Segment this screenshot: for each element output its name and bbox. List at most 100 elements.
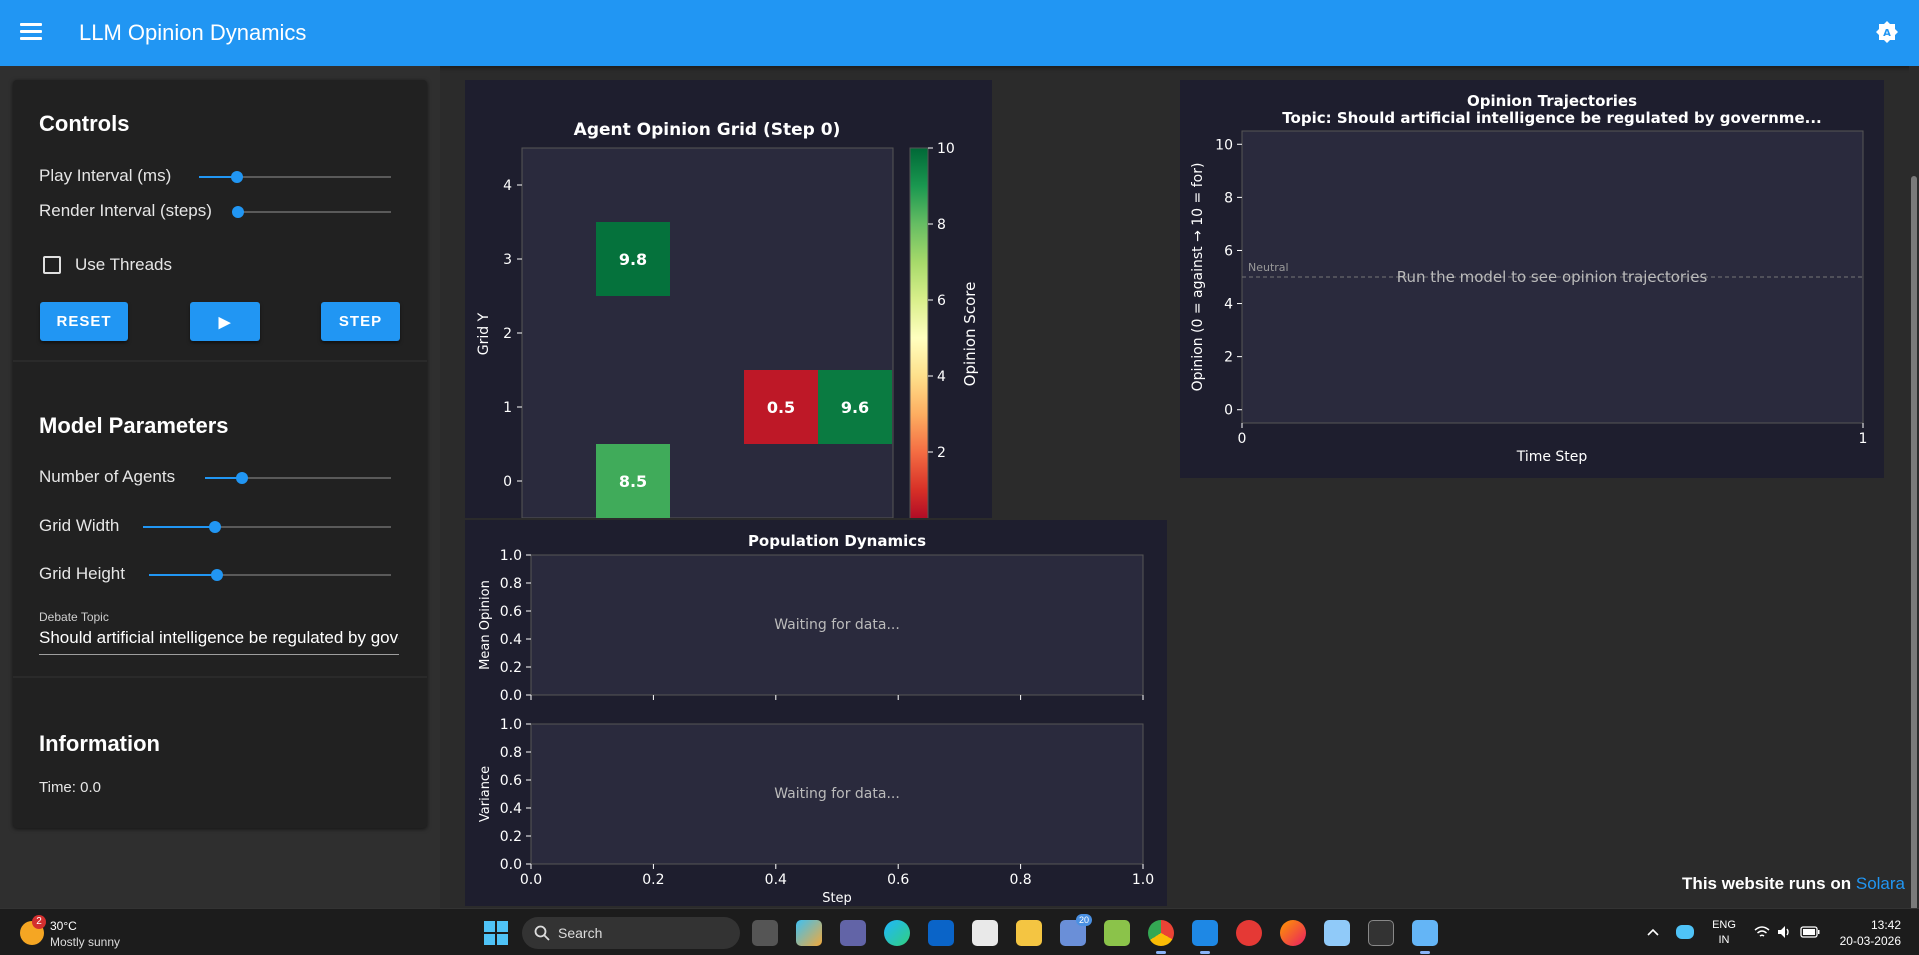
slider-thumb[interactable]	[208, 521, 221, 533]
render-interval-slider[interactable]	[232, 204, 391, 220]
file-explorer-icon[interactable]	[1016, 920, 1042, 946]
wifi-icon[interactable]	[1754, 925, 1770, 939]
hamburger-menu-icon[interactable]	[20, 23, 42, 41]
x-tick-label: 0.6	[887, 872, 909, 888]
x-tick-label: 0.4	[765, 872, 787, 888]
slider-thumb[interactable]	[236, 472, 249, 484]
step-button[interactable]: STEP	[321, 302, 400, 341]
y-tick-label: 2	[503, 326, 512, 342]
vscode-icon[interactable]	[1192, 920, 1218, 954]
language-indicator-top[interactable]: ENG	[1712, 919, 1736, 931]
sidebar: Controls Play Interval (ms) Render Inter…	[13, 80, 427, 828]
weather-condition[interactable]: Mostly sunny	[50, 935, 121, 949]
chevron-up-icon[interactable]	[1646, 927, 1660, 937]
y-tick-label: 4	[503, 178, 512, 194]
git-icon[interactable]	[1104, 920, 1130, 946]
grid-height-slider[interactable]	[149, 567, 391, 583]
number-of-agents-label: Number of Agents	[39, 467, 176, 486]
debate-topic-input[interactable]: Should artificial intelligence be regula…	[39, 628, 399, 655]
trajectories-empty-message: Run the model to see opinion trajectorie…	[1397, 268, 1708, 286]
neutral-label: Neutral	[1248, 261, 1289, 274]
notepad-icon[interactable]	[1412, 920, 1438, 954]
play-button[interactable]: ▶	[190, 302, 260, 341]
x-tick-label: 0.2	[642, 872, 664, 888]
y-tick-label: 0.0	[500, 688, 522, 704]
trajectories-panel: Opinion Trajectories Topic: Should artif…	[1180, 80, 1884, 478]
page-scrollbar[interactable]	[1909, 66, 1919, 916]
heatmap-cell	[596, 444, 670, 518]
colorbar-tick-label: 6	[937, 293, 946, 309]
population-title: Population Dynamics	[748, 532, 926, 550]
chrome-icon[interactable]	[1148, 920, 1174, 954]
heatmap-cell	[596, 222, 670, 296]
copilot-icon[interactable]	[796, 920, 822, 946]
firefox-icon[interactable]	[1280, 920, 1306, 946]
taskbar-search[interactable]: Search	[522, 917, 740, 949]
play-interval-slider[interactable]	[199, 169, 391, 185]
app-bar: LLM Opinion Dynamics A	[0, 0, 1919, 66]
solara-footer: This website runs on Solara	[1682, 874, 1905, 894]
y-tick-label: 8	[1224, 190, 1233, 206]
heatmap-cell	[818, 370, 892, 444]
opinion-colorbar	[909, 147, 929, 529]
task-view-icon[interactable]	[752, 920, 778, 946]
slider-thumb[interactable]	[231, 171, 244, 183]
y-tick-label: 0	[1224, 403, 1233, 419]
taskbar-clock[interactable]: 13:42 20-03-2026	[1840, 917, 1901, 949]
information-title: Information	[39, 731, 160, 756]
solara-link[interactable]: Solara	[1855, 874, 1905, 893]
variance-y-axis-label: Variance	[478, 766, 493, 822]
y-tick-label: 2	[1224, 350, 1233, 366]
y-tick-label: 6	[1224, 243, 1233, 259]
model-parameters-title: Model Parameters	[39, 413, 229, 438]
weather-temperature[interactable]: 30°C	[50, 919, 77, 933]
search-placeholder: Search	[558, 925, 603, 941]
use-threads-checkbox[interactable]	[43, 256, 61, 274]
terminal-icon[interactable]	[1368, 920, 1394, 946]
colorbar-tick-label: 10	[937, 141, 955, 157]
render-interval-label: Render Interval (steps)	[39, 201, 212, 220]
mean-opinion-y-axis-label: Mean Opinion	[478, 580, 493, 670]
variance-plot-area	[530, 723, 1144, 865]
y-tick-label: 0.2	[500, 829, 522, 845]
grid-width-slider[interactable]	[143, 519, 391, 535]
y-tick-label: 1	[503, 400, 512, 416]
y-tick-label: 4	[1224, 297, 1233, 313]
mean-waiting-message: Waiting for data...	[774, 617, 900, 633]
language-indicator-bottom[interactable]: IN	[1718, 934, 1730, 946]
mail-app-icon[interactable]: 20	[1060, 914, 1092, 946]
grid-chart-title: Agent Opinion Grid (Step 0)	[574, 120, 841, 140]
opinion-grid-chart: Agent Opinion Grid (Step 0) 9.8 0.5 9.6 8.5…	[476, 120, 979, 529]
edge-icon[interactable]	[884, 920, 910, 946]
outlook-icon[interactable]	[928, 920, 954, 946]
svg-text:A: A	[1883, 28, 1891, 39]
reset-button[interactable]: RESET	[40, 302, 128, 341]
opera-icon[interactable]	[1236, 920, 1262, 946]
heatmap-cell-label: 9.6	[841, 398, 869, 417]
onedrive-icon[interactable]	[1676, 925, 1694, 939]
population-chart: Population Dynamics Waiting for data... …	[478, 532, 1154, 906]
number-of-agents-slider[interactable]	[205, 470, 391, 486]
weather-badge: 2	[32, 915, 46, 929]
trajectories-subtitle: Topic: Should artificial intelligence be…	[1282, 109, 1821, 127]
population-x-axis-label: Step	[822, 891, 852, 906]
y-tick-label: 0.0	[500, 857, 522, 873]
colorbar-tick-label: 4	[937, 369, 946, 385]
slider-thumb[interactable]	[210, 569, 223, 581]
y-tick-label: 0.4	[500, 632, 522, 648]
y-tick-label: 0.8	[500, 576, 522, 592]
opinion-grid-panel: Agent Opinion Grid (Step 0) 9.8 0.5 9.6 8.5…	[465, 80, 992, 529]
variance-waiting-message: Waiting for data...	[774, 786, 900, 802]
theme-toggle-icon[interactable]: A	[1875, 20, 1899, 44]
microsoft-store-icon[interactable]	[972, 920, 998, 946]
windows-start-icon[interactable]	[484, 921, 508, 945]
volume-icon[interactable]	[1776, 924, 1792, 940]
snipping-tool-icon[interactable]	[1324, 920, 1350, 946]
time-readout: Time: 0.0	[39, 779, 101, 796]
clock-date: 20-03-2026	[1839, 934, 1901, 948]
slider-thumb[interactable]	[232, 206, 244, 218]
teams-icon[interactable]	[840, 920, 866, 946]
heatmap-cell-label: 8.5	[619, 472, 647, 491]
scrollbar-thumb[interactable]	[1911, 176, 1917, 916]
battery-icon[interactable]	[1800, 926, 1820, 938]
